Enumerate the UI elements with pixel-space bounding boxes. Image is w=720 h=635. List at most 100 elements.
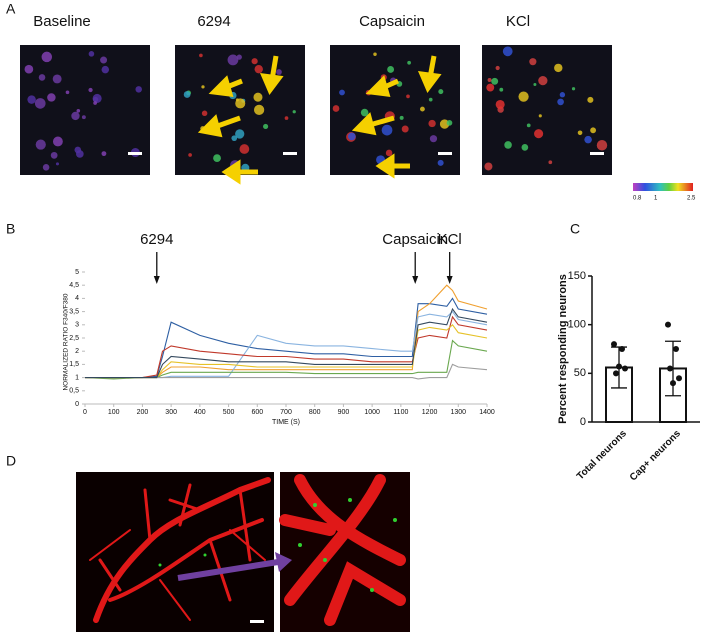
colorbar-label: 1 xyxy=(654,196,658,202)
cell xyxy=(88,87,93,93)
cell xyxy=(590,127,597,134)
cell xyxy=(101,151,107,157)
x-tick-label: 500 xyxy=(223,409,235,416)
annotation-arrowhead xyxy=(446,276,453,284)
y-tick-label: 3,5 xyxy=(69,308,79,315)
cell xyxy=(276,69,282,75)
data-point xyxy=(667,365,673,372)
cell xyxy=(235,129,245,139)
cell xyxy=(554,63,563,73)
data-point xyxy=(619,346,625,352)
scale-bar xyxy=(283,152,297,155)
green-puncta xyxy=(158,498,397,592)
x-tick-label: 300 xyxy=(165,409,177,416)
image-title: Baseline xyxy=(33,13,91,30)
cell xyxy=(339,89,345,96)
cell xyxy=(387,66,395,73)
cell xyxy=(401,125,409,133)
x-tick-label: 200 xyxy=(137,409,149,416)
cell xyxy=(27,95,36,104)
cell xyxy=(188,153,192,157)
cell xyxy=(76,108,81,113)
cell xyxy=(253,104,265,115)
scale-bar xyxy=(438,152,452,155)
image-title: 6294 xyxy=(197,13,230,30)
cell xyxy=(534,129,544,139)
cell xyxy=(332,105,340,112)
cell xyxy=(584,135,592,144)
y-tick-label: 1,5 xyxy=(69,361,79,368)
cell xyxy=(557,98,564,106)
purple-arrow xyxy=(177,559,279,581)
cell xyxy=(81,115,86,120)
cell xyxy=(199,53,203,58)
cell xyxy=(41,51,53,63)
panel-label: D xyxy=(6,453,16,469)
y-tick-label: 0,5 xyxy=(69,388,79,395)
cell xyxy=(428,97,433,102)
annotation: 6294 xyxy=(140,231,173,248)
cell xyxy=(52,136,63,147)
trace xyxy=(85,323,488,379)
cell xyxy=(596,140,608,151)
cell xyxy=(55,162,60,166)
y-axis-label: NORMALIZED RATIO F340/F380 xyxy=(63,293,70,390)
annotation: Capsaicin xyxy=(382,231,448,248)
cell xyxy=(499,87,504,92)
x-tick-label: 1300 xyxy=(450,409,466,416)
scale-bar xyxy=(590,152,604,155)
line-chart: 0 0,5 1 1,5 2 2,5 3 3,5 4 4,5 5 0 100 200 300 400 500 600… xyxy=(63,231,495,426)
cell xyxy=(35,139,46,150)
scale-bar xyxy=(128,152,142,155)
x-tick-label: 1400 xyxy=(479,409,495,416)
x-tick-label: 1200 xyxy=(422,409,438,416)
y-tick-label: 2 xyxy=(75,348,79,355)
cell xyxy=(101,65,110,74)
cell xyxy=(201,110,208,117)
cell xyxy=(253,92,263,102)
y-tick-label: 0 xyxy=(75,401,79,408)
panel-label: C xyxy=(570,221,580,237)
colorbar-label: 0.8 xyxy=(633,196,642,202)
cell xyxy=(50,151,58,159)
cell xyxy=(538,76,548,86)
data-point xyxy=(611,341,617,348)
x-tick-label: Cap+ neurons xyxy=(628,428,683,483)
cell xyxy=(183,91,191,98)
y-tick-label: 4,5 xyxy=(69,282,79,289)
cell xyxy=(437,159,444,166)
cell xyxy=(213,154,221,163)
y-tick-label: 3 xyxy=(75,322,79,329)
cell xyxy=(24,64,34,74)
x-tick-label: 0 xyxy=(83,409,87,416)
image-title: Capsaicin xyxy=(359,13,425,30)
cell xyxy=(587,96,594,103)
cell xyxy=(360,108,369,117)
cell xyxy=(548,160,553,165)
y-tick-label: 5 xyxy=(75,269,79,276)
data-point xyxy=(665,321,671,328)
panel-label: A xyxy=(6,1,16,17)
x-tick-label: 900 xyxy=(338,409,350,416)
cell xyxy=(231,135,238,142)
cell xyxy=(446,120,453,126)
y-tick-label: 2,5 xyxy=(69,335,79,342)
cell xyxy=(407,60,411,65)
cell xyxy=(239,144,250,154)
micrograph xyxy=(76,472,274,632)
x-tick-label: 1100 xyxy=(393,409,408,416)
data-point xyxy=(622,365,628,372)
data-point xyxy=(616,363,622,370)
cell xyxy=(71,111,80,121)
cell xyxy=(502,46,513,57)
cell xyxy=(399,115,404,120)
y-tick-label: 0 xyxy=(580,416,586,428)
data-point xyxy=(613,370,619,377)
cell xyxy=(34,98,46,109)
cell xyxy=(65,90,70,95)
x-tick-label: 1000 xyxy=(364,409,380,416)
scale-bar xyxy=(250,620,264,623)
cell xyxy=(38,74,46,81)
